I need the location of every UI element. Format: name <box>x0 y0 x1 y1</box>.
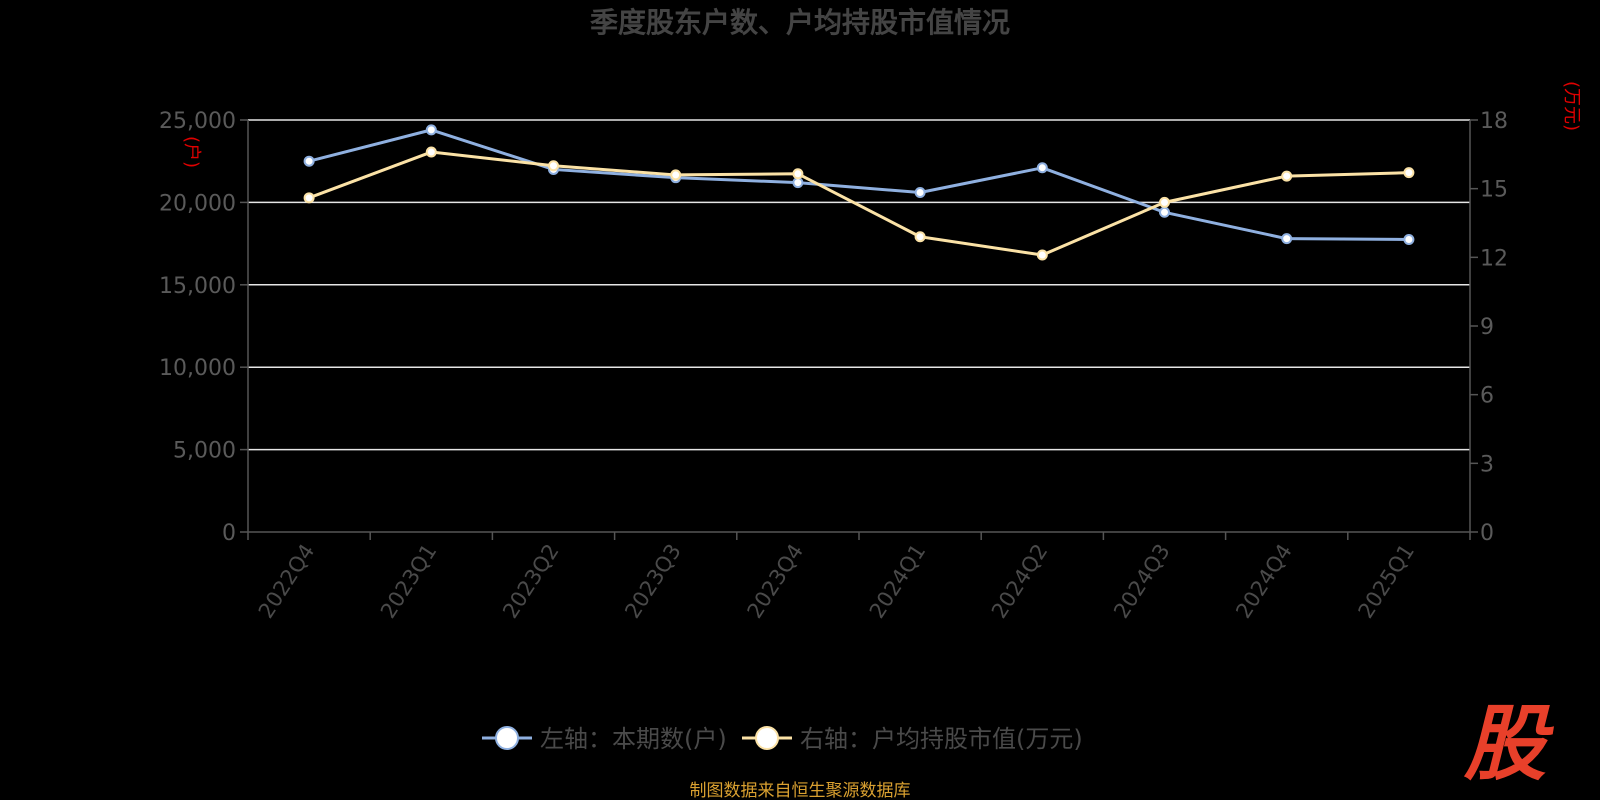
data-point <box>792 168 804 180</box>
data-point <box>670 169 682 181</box>
left-tick-label: 25,000 <box>159 109 236 134</box>
x-tick-label: 2023Q1 <box>376 540 442 623</box>
data-point <box>1281 233 1293 245</box>
data-point <box>303 192 315 204</box>
right-tick-label: 15 <box>1480 178 1508 203</box>
series-layer <box>303 124 1415 261</box>
legend-marker <box>495 726 519 750</box>
legend-marker <box>755 726 779 750</box>
data-point <box>1036 249 1048 261</box>
right-tick-label: 6 <box>1480 384 1494 409</box>
data-point <box>303 155 315 167</box>
data-point <box>914 231 926 243</box>
left-tick-label: 15,000 <box>159 274 236 299</box>
x-tick-label: 2023Q2 <box>498 540 564 623</box>
right-tick-label: 9 <box>1480 315 1494 340</box>
logo-mark: 股 <box>1463 697 1554 792</box>
x-tick-label: 2022Q4 <box>254 540 320 623</box>
x-tick-label: 2025Q1 <box>1354 540 1420 623</box>
data-point <box>1036 162 1048 174</box>
left-tick-label: 10,000 <box>159 356 236 381</box>
data-point <box>1159 206 1170 218</box>
legend-label: 左轴：本期数(户) <box>540 725 727 753</box>
data-point <box>1403 233 1415 245</box>
series-line-avg-value <box>308 150 1409 257</box>
x-tick-label: 2024Q3 <box>1109 540 1175 623</box>
legend: 左轴：本期数(户) 右轴：户均持股市值(万元) <box>482 725 1083 753</box>
chart-title: 季度股东户数、户均持股市值情况 <box>590 6 1010 39</box>
data-point <box>548 160 559 172</box>
right-tick-label: 3 <box>1480 452 1494 477</box>
axes-layer: 0 5,000 10,000 15,000 20,000 25,000 0 3 6 9 12 15 18… <box>159 81 1582 623</box>
right-axis-unit: (万元) <box>1561 81 1582 131</box>
grid-layer <box>248 119 1470 451</box>
left-axis-unit: (户) <box>181 136 202 168</box>
right-tick-label: 0 <box>1480 521 1494 546</box>
left-tick-label: 5,000 <box>173 439 236 464</box>
data-point <box>914 187 926 199</box>
data-point <box>792 177 804 189</box>
right-tick-label: 12 <box>1480 246 1508 271</box>
left-tick-label: 0 <box>222 521 236 546</box>
left-tick-label: 20,000 <box>159 191 236 216</box>
data-point <box>425 146 437 158</box>
data-point <box>1159 196 1170 208</box>
data-point <box>1403 167 1415 179</box>
series-line-holders <box>308 128 1409 241</box>
data-point <box>1281 170 1293 182</box>
x-tick-label: 2024Q1 <box>865 540 931 623</box>
x-tick-label: 2024Q4 <box>1231 540 1297 623</box>
legend-label: 右轴：户均持股市值(万元) <box>800 725 1083 753</box>
right-tick-label: 18 <box>1480 109 1508 134</box>
x-tick-label: 2023Q4 <box>743 540 809 623</box>
x-tick-label: 2023Q3 <box>620 540 686 623</box>
x-tick-label: 2024Q2 <box>987 540 1053 623</box>
data-source-note: 制图数据来自恒生聚源数据库 <box>690 781 911 800</box>
data-point <box>425 124 437 136</box>
